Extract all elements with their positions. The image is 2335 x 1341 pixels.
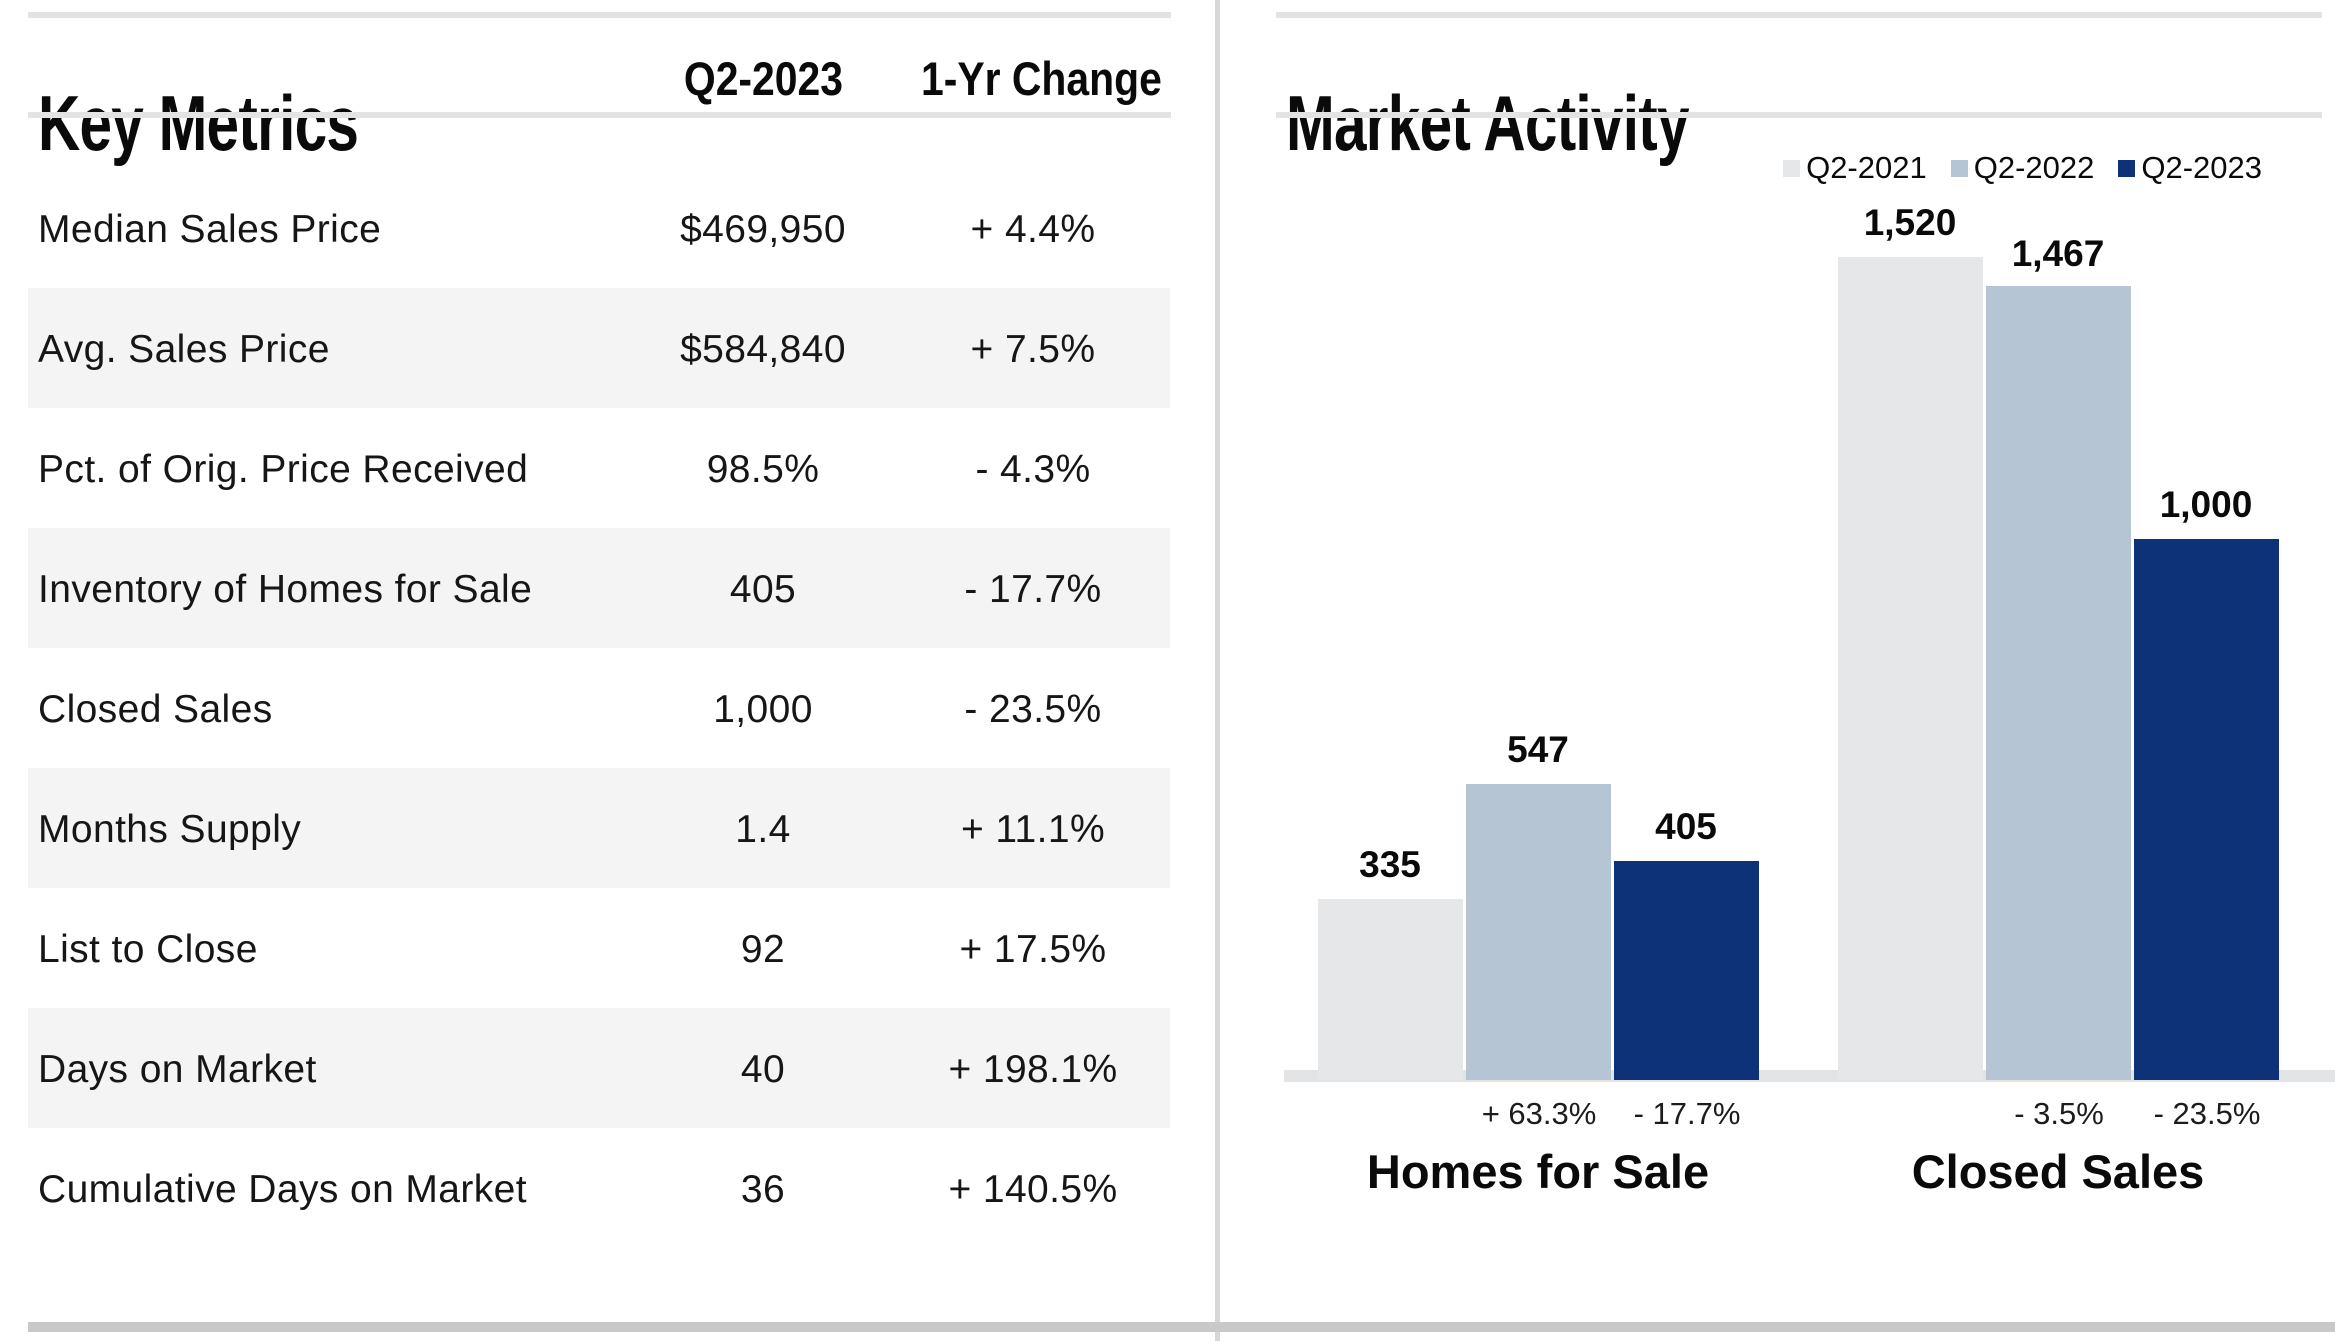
group-title-homes-for-sale: Homes for Sale <box>1366 1145 1710 1198</box>
table-row: Median Sales Price $469,950 + 4.4% <box>28 168 1170 288</box>
panel-divider <box>1215 0 1220 1341</box>
table-row: Cumulative Days on Market 36 + 140.5% <box>28 1128 1170 1248</box>
metric-label: Median Sales Price <box>38 208 382 251</box>
metric-change: + 4.4% <box>970 208 1096 251</box>
bar-homes-q2-2022 <box>1466 784 1611 1080</box>
metric-label: Days on Market <box>38 1048 317 1091</box>
legend-label: Q2-2023 <box>2141 150 2262 185</box>
metric-label: List to Close <box>38 928 258 971</box>
metric-label: Cumulative Days on Market <box>38 1168 528 1211</box>
metric-label: Closed Sales <box>38 688 273 731</box>
metric-value: 92 <box>740 928 786 971</box>
pct-change-label: + 63.3% <box>1481 1096 1597 1131</box>
metric-change: - 23.5% <box>964 688 1102 731</box>
legend-label: Q2-2021 <box>1806 150 1927 185</box>
column-header-1yr-change-label: 1-Yr Change <box>920 52 1162 105</box>
bar-homes-q2-2021 <box>1318 899 1463 1080</box>
bar-homes-q2-2023 <box>1614 861 1759 1080</box>
bar-closed-q2-2022 <box>1986 286 2131 1080</box>
table-row: Days on Market 40 + 198.1% <box>28 1008 1170 1128</box>
metric-change: + 198.1% <box>948 1048 1118 1091</box>
top-rule-left <box>28 12 1171 18</box>
column-header-q2-2023: Q2-2023 <box>593 52 933 105</box>
legend-swatch-q2-2023-icon <box>2118 159 2136 177</box>
table-row: Months Supply 1.4 + 11.1% <box>28 768 1170 888</box>
column-header-1yr-change: 1-Yr Change <box>903 52 1163 105</box>
table-row: Inventory of Homes for Sale 405 - 17.7% <box>28 528 1170 648</box>
metric-value: 1.4 <box>735 808 791 851</box>
bar-value-label: 1,000 <box>2159 484 2253 525</box>
bar-value-label: 547 <box>1507 729 1569 770</box>
bar-closed-q2-2023 <box>2134 539 2279 1080</box>
metric-value: 405 <box>729 568 797 611</box>
chart-legend: Q2-2021 Q2-2022 Q2-2023 <box>1783 150 2262 186</box>
bar-closed-q2-2021 <box>1838 257 1983 1080</box>
column-header-q2-2023-label: Q2-2023 <box>683 52 843 105</box>
metric-value: 98.5% <box>706 448 820 491</box>
metric-value: 36 <box>740 1168 786 1211</box>
metric-label: Months Supply <box>38 808 302 851</box>
metric-label: Pct. of Orig. Price Received <box>38 448 529 491</box>
bar-value-label: 1,520 <box>1863 202 1957 243</box>
legend-swatch-q2-2022-icon <box>1950 159 1968 177</box>
metric-change: - 17.7% <box>964 568 1102 611</box>
bar-value-label: 1,467 <box>2011 233 2105 274</box>
metric-value: 40 <box>740 1048 786 1091</box>
legend-item-q2-2022: Q2-2022 <box>1950 150 2095 186</box>
legend-label: Q2-2022 <box>1973 150 2095 185</box>
metric-change: + 17.5% <box>959 928 1107 971</box>
legend-swatch-q2-2021-icon <box>1783 159 1801 177</box>
key-metrics-title: Key Metrics <box>38 79 359 168</box>
metric-change: + 11.1% <box>960 808 1106 851</box>
table-row: Pct. of Orig. Price Received 98.5% - 4.3… <box>28 408 1170 528</box>
pct-change-label: - 17.7% <box>1633 1096 1741 1131</box>
bar-value-label: 405 <box>1655 806 1717 847</box>
metric-value: $469,950 <box>680 208 846 251</box>
metric-label: Avg. Sales Price <box>38 328 330 371</box>
header-underline-left <box>28 112 1171 118</box>
bar-value-label: 335 <box>1359 844 1421 885</box>
table-row: Avg. Sales Price $584,840 + 7.5% <box>28 288 1170 408</box>
bottom-rule <box>28 1322 2335 1332</box>
pct-change-label: - 23.5% <box>2153 1096 2261 1131</box>
legend-item-q2-2021: Q2-2021 <box>1783 150 1927 186</box>
metric-change: + 7.5% <box>970 328 1096 371</box>
market-activity-title: Market Activity <box>1286 79 1689 168</box>
metric-change: - 4.3% <box>975 448 1091 491</box>
metric-change: + 140.5% <box>948 1168 1118 1211</box>
table-row: List to Close 92 + 17.5% <box>28 888 1170 1008</box>
metric-value: 1,000 <box>713 688 813 731</box>
table-row: Closed Sales 1,000 - 23.5% <box>28 648 1170 768</box>
group-title-closed-sales: Closed Sales <box>1911 1145 2205 1198</box>
legend-item-q2-2023: Q2-2023 <box>2118 150 2262 186</box>
metric-label: Inventory of Homes for Sale <box>38 568 533 611</box>
pct-change-label: - 3.5% <box>2014 1096 2104 1131</box>
metric-value: $584,840 <box>680 328 846 371</box>
top-rule-right <box>1276 12 2322 18</box>
header-underline-right <box>1276 112 2322 118</box>
